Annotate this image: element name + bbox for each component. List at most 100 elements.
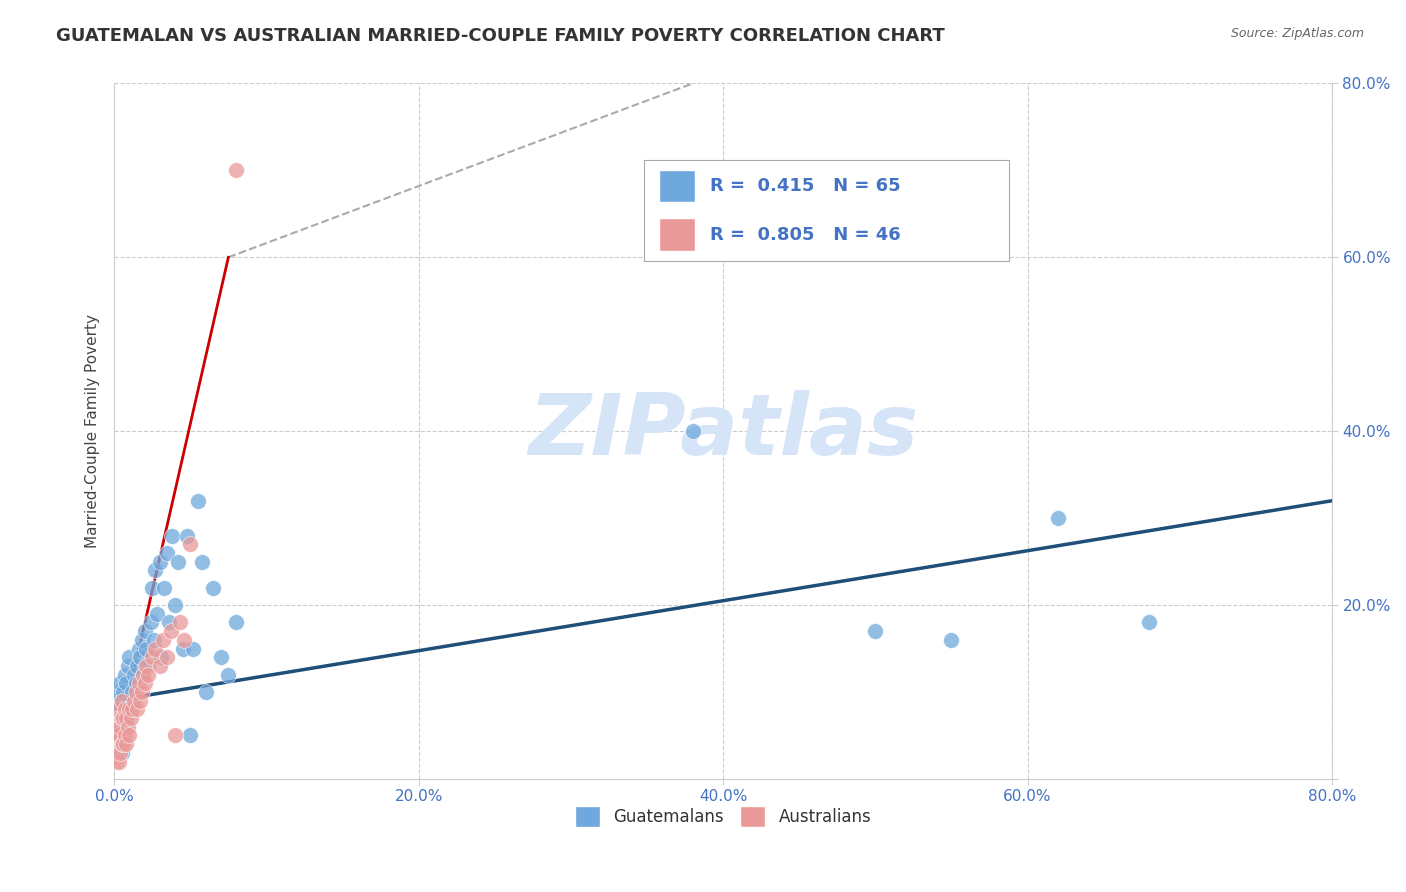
Point [149, 659, 172, 673]
Point [104, 720, 127, 734]
Point [107, 711, 129, 725]
Point [107, 685, 129, 699]
Point [156, 650, 179, 665]
Point [146, 607, 169, 621]
Point [179, 728, 201, 742]
Point [115, 676, 138, 690]
Point [111, 694, 134, 708]
Point [131, 685, 153, 699]
Point [107, 728, 129, 742]
Point [194, 685, 217, 699]
Point [110, 720, 132, 734]
Point [132, 667, 155, 681]
Point [105, 746, 128, 760]
Point [141, 650, 163, 665]
Text: ZIPatlas: ZIPatlas [529, 390, 918, 473]
Point [225, 163, 247, 178]
Point [118, 650, 141, 665]
Point [139, 615, 162, 630]
Point [104, 737, 127, 751]
Point [111, 746, 134, 760]
Point [941, 632, 963, 647]
Point [111, 737, 134, 751]
Point [169, 615, 191, 630]
Point [115, 711, 138, 725]
Point [110, 746, 132, 760]
Point [152, 632, 174, 647]
Point [156, 546, 179, 560]
Point [172, 641, 194, 656]
Point [217, 667, 239, 681]
Point [111, 720, 134, 734]
Text: Source: ZipAtlas.com: Source: ZipAtlas.com [1230, 27, 1364, 40]
Point [117, 720, 139, 734]
Point [110, 702, 132, 716]
Point [129, 650, 152, 665]
Point [114, 667, 136, 681]
Point [149, 555, 172, 569]
Point [160, 528, 183, 542]
Point [165, 598, 187, 612]
Point [135, 659, 157, 673]
Point [111, 711, 134, 725]
Point [118, 728, 141, 742]
Point [131, 632, 153, 647]
Point [173, 632, 195, 647]
Point [115, 711, 138, 725]
Point [112, 685, 135, 699]
Point [865, 624, 887, 639]
Point [129, 694, 152, 708]
Point [225, 615, 247, 630]
Point [118, 702, 141, 716]
Point [136, 667, 159, 681]
Point [165, 728, 187, 742]
Point [117, 702, 139, 716]
Y-axis label: Married-Couple Family Poverty: Married-Couple Family Poverty [86, 314, 100, 549]
Point [153, 581, 176, 595]
Point [110, 676, 132, 690]
Point [187, 493, 209, 508]
Point [124, 685, 146, 699]
Legend: Guatemalans, Australians: Guatemalans, Australians [568, 799, 879, 833]
Point [128, 676, 150, 690]
Point [183, 641, 205, 656]
Point [143, 641, 166, 656]
Point [125, 702, 148, 716]
Text: GUATEMALAN VS AUSTRALIAN MARRIED-COUPLE FAMILY POVERTY CORRELATION CHART: GUATEMALAN VS AUSTRALIAN MARRIED-COUPLE … [56, 27, 945, 45]
Point [136, 659, 159, 673]
Point [157, 615, 180, 630]
Point [105, 694, 128, 708]
Point [134, 624, 156, 639]
Point [150, 650, 173, 665]
Point [105, 702, 128, 716]
Point [114, 720, 136, 734]
Point [112, 728, 135, 742]
Point [104, 737, 127, 751]
Point [121, 702, 143, 716]
Point [1137, 615, 1160, 630]
Point [112, 711, 135, 725]
Point [159, 624, 181, 639]
Point [107, 711, 129, 725]
Point [124, 676, 146, 690]
Point [115, 737, 138, 751]
Point [114, 702, 136, 716]
Point [121, 685, 143, 699]
Point [122, 667, 145, 681]
Point [120, 711, 142, 725]
Point [105, 728, 128, 742]
Point [118, 694, 141, 708]
Point [112, 737, 135, 751]
Point [128, 641, 150, 656]
Point [117, 659, 139, 673]
Point [107, 737, 129, 751]
Point [134, 676, 156, 690]
Point [141, 581, 163, 595]
Point [104, 702, 127, 716]
Point [105, 746, 128, 760]
Point [143, 563, 166, 577]
Point [104, 720, 127, 734]
Point [176, 528, 198, 542]
Point [135, 641, 157, 656]
Point [179, 537, 201, 551]
